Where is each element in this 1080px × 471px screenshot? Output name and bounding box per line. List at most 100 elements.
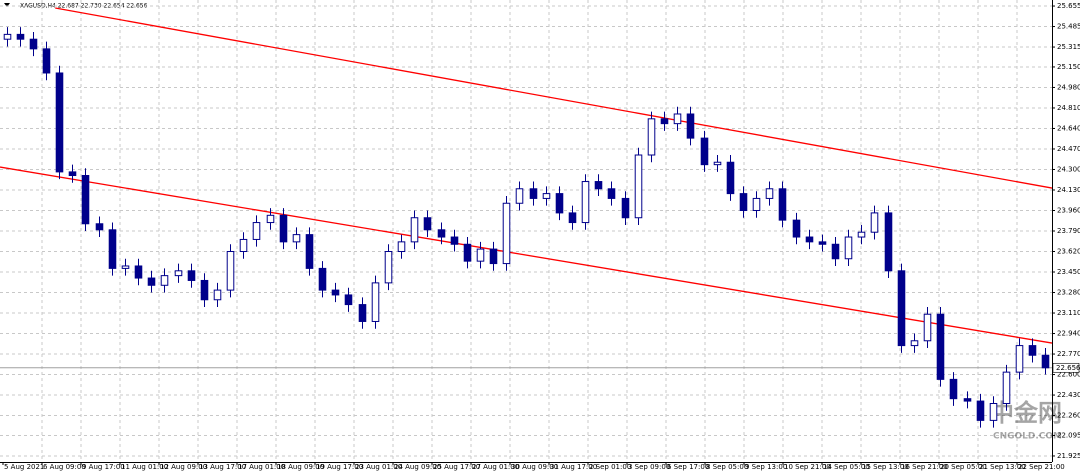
candle-body: [121, 265, 130, 269]
x-tick-label: 21 Sep 13:00: [979, 463, 1026, 471]
candle-body: [16, 33, 25, 40]
candle-body: [331, 289, 340, 296]
y-tick-label: 25.655: [1057, 2, 1080, 10]
x-tick-label: 10 Sep 21:00: [784, 463, 831, 471]
y-tick-label: 23.110: [1057, 309, 1080, 317]
candle-body: [634, 154, 643, 219]
candle-body: [818, 241, 827, 245]
price-label: 22.656: [1056, 364, 1080, 372]
y-tick-label: 24.980: [1057, 83, 1080, 91]
x-tick-label: 30 Aug 09:00: [511, 463, 558, 471]
candle-body: [765, 188, 774, 199]
candle-body: [450, 236, 459, 245]
candle-body: [923, 313, 932, 342]
x-tick-label: 20 Sep 05:00: [940, 463, 987, 471]
candle-body: [292, 234, 301, 243]
candle-body: [857, 231, 866, 238]
candle-body: [897, 270, 906, 347]
title-arrow: [4, 3, 10, 7]
candle-body: [160, 275, 169, 286]
candle-body: [423, 217, 432, 231]
candle-body: [489, 248, 498, 265]
candle-body: [68, 171, 77, 177]
candle-body: [305, 234, 314, 269]
x-tick-label: 23 Aug 01:00: [355, 463, 402, 471]
candle-body: [318, 267, 327, 291]
candle-body: [713, 161, 722, 166]
candle-body: [949, 378, 958, 400]
trendline: [55, 7, 1053, 189]
x-tick-label: 14 Sep 05:00: [823, 463, 870, 471]
candle-body: [358, 304, 367, 322]
candle-body: [660, 118, 669, 125]
x-tick-label: 31 Aug 17:00: [550, 463, 597, 471]
watermark-text: 中金网: [990, 399, 1062, 427]
y-tick-label: 22.095: [1057, 431, 1080, 439]
y-tick-label: 22.430: [1057, 391, 1080, 399]
candle-body: [174, 270, 183, 277]
candle-body: [989, 402, 998, 421]
y-tick-label: 24.640: [1057, 124, 1080, 132]
x-tick-label: 19 Aug 17:00: [316, 463, 363, 471]
candle-body: [147, 277, 156, 286]
candle-body: [200, 279, 209, 301]
candle-body: [739, 193, 748, 211]
y-tick-label: 24.130: [1057, 186, 1080, 194]
candle-body: [344, 294, 353, 306]
y-tick-label: 24.470: [1057, 145, 1080, 153]
candle-body: [502, 202, 511, 265]
x-tick-label: 2 Sep 01:00: [589, 463, 631, 471]
candle-body: [108, 229, 117, 269]
x-tick-label: 9 Sep 13:00: [745, 463, 787, 471]
candle-body: [884, 212, 893, 272]
candle-body: [529, 188, 538, 199]
candle-body: [805, 236, 814, 243]
y-tick-label: 21.925: [1057, 452, 1080, 460]
candle-body: [936, 313, 945, 380]
candle-body: [134, 265, 143, 279]
x-tick-label: 24 Aug 09:00: [394, 463, 441, 471]
x-tick-label: 12 Aug 09:00: [160, 463, 207, 471]
candle-body: [976, 400, 985, 421]
candle-body: [963, 398, 972, 402]
x-tick-label: 5 Aug 2021: [4, 463, 44, 471]
x-tick-label: 25 Aug 17:00: [433, 463, 480, 471]
candle-body: [542, 193, 551, 199]
candle-body: [1028, 345, 1037, 356]
candle-body: [778, 188, 787, 221]
x-tick-label: 6 Aug 09:00: [43, 463, 86, 471]
y-tick-label: 24.810: [1057, 104, 1080, 112]
candle-body: [581, 181, 590, 224]
x-tick-label: 3 Sep 09:00: [628, 463, 670, 471]
x-tick-label: 13 Aug 17:00: [199, 463, 246, 471]
candle-body: [42, 48, 51, 74]
candle-body: [410, 217, 419, 243]
candle-body: [252, 222, 261, 240]
candle-body: [3, 33, 12, 40]
candle-body: [437, 229, 446, 238]
candle-body: [700, 137, 709, 166]
x-tick-label: 9 Aug 17:00: [82, 463, 125, 471]
candle-body: [752, 197, 761, 211]
candle-body: [476, 248, 485, 262]
candle-body: [607, 188, 616, 199]
candle-body: [844, 236, 853, 260]
candle-body: [831, 243, 840, 260]
watermark: 中金网 CNGOLD.COM: [990, 399, 1062, 442]
candle-body: [1002, 371, 1011, 404]
candle-body: [568, 212, 577, 224]
candle-body: [673, 113, 682, 125]
x-tick-label: 8 Sep 05:00: [706, 463, 748, 471]
candle-body: [213, 289, 222, 301]
y-tick-label: 23.960: [1057, 206, 1080, 214]
candle-body: [515, 188, 524, 204]
candle-body: [226, 251, 235, 291]
y-tick-label: 23.620: [1057, 248, 1080, 256]
trendline: [0, 166, 1053, 344]
x-tick-label: 11 Aug 01:00: [121, 463, 168, 471]
candle-body: [239, 238, 248, 253]
candle-body: [870, 212, 879, 233]
y-tick-label: 25.150: [1057, 63, 1080, 71]
